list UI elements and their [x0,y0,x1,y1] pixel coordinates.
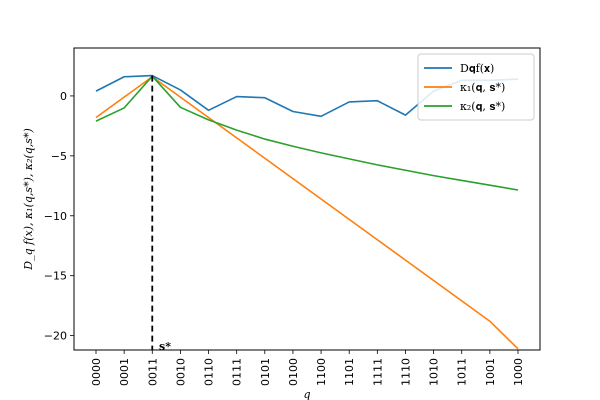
x-tick-label: 0111 [231,358,244,386]
x-tick-label: 1100 [315,358,328,386]
y-axis-label: D_q f(x), κ₁(q,s*), κ₂(q,s*) [22,128,35,270]
x-tick-label: 0000 [90,358,103,386]
x-tick-label: 1101 [343,358,356,386]
x-tick-label: 0100 [287,358,300,386]
y-tick-label: −15 [44,270,67,283]
y-tick-label: −5 [51,150,67,163]
x-axis-label: q [303,388,310,400]
legend-label-1: D𝐪f(𝐱) [460,62,494,75]
legend-box [417,53,535,121]
x-tick-label: 0011 [146,358,159,386]
x-tick-label: 0001 [118,358,131,386]
x-tick-label: 1110 [399,358,412,386]
x-tick-label: 0010 [174,358,187,386]
tick-layer: 0000 0001 0011 0010 0110 0111 0101 0100 1100 1101… [44,90,525,386]
series-line-3 [95,75,519,191]
legend-label-3: κ₂(𝐪, 𝐬*) [460,100,505,113]
x-tick-label: 1001 [484,358,497,386]
vline-label: s* [159,340,171,353]
x-tick-label: 1011 [456,358,469,386]
legend-label-2: κ₁(𝐪, 𝐬*) [460,81,505,94]
plot-frame [73,47,541,351]
y-tick-label: −20 [44,330,67,343]
y-tick-label: −10 [44,210,67,223]
legend: D𝐪f(𝐱) κ₁(𝐪, 𝐬*) κ₂(𝐪, 𝐬*) [417,53,535,121]
x-tick-label: 1010 [428,358,441,386]
series-line-2 [95,75,519,350]
x-tick-label: 1000 [512,358,525,386]
x-tick-label: 1111 [371,358,384,386]
x-tick-label: 0101 [259,358,272,386]
x-tick-label: 0110 [203,358,216,386]
y-tick-label: 0 [60,90,67,103]
